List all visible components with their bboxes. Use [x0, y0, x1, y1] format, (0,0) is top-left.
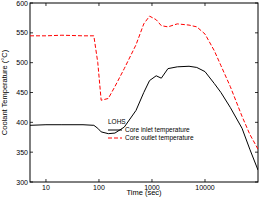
x-tick — [204, 179, 205, 182]
series-line — [30, 16, 258, 149]
y-tick-label: 550 — [16, 29, 28, 36]
y-tick — [255, 182, 258, 183]
y-tick-label: 400 — [16, 119, 28, 126]
chart: 30035040045050055060010100100010000Time … — [0, 0, 265, 197]
y-tick — [30, 62, 33, 63]
series-line — [30, 66, 258, 170]
y-tick — [255, 32, 258, 33]
plot-frame — [30, 3, 258, 182]
y-tick — [255, 62, 258, 63]
y-tick — [255, 152, 258, 153]
x-tick — [98, 3, 99, 6]
y-tick — [30, 3, 33, 4]
legend-label: Core inlet temperature — [125, 126, 190, 134]
y-tick-label: 500 — [16, 59, 28, 66]
x-tick — [151, 3, 152, 6]
x-tick-label: 10 — [42, 184, 50, 191]
y-tick — [255, 122, 258, 123]
legend-swatch — [108, 130, 122, 131]
x-axis-label: Time (sec) — [126, 188, 162, 197]
x-tick-label: 100 — [93, 184, 105, 191]
x-tick — [45, 3, 46, 6]
y-tick — [30, 122, 33, 123]
x-tick-label: 10000 — [195, 184, 215, 191]
x-tick — [98, 179, 99, 182]
y-tick-label: 350 — [16, 149, 28, 156]
y-tick — [30, 32, 33, 33]
y-tick — [30, 152, 33, 153]
y-tick — [255, 92, 258, 93]
y-tick — [30, 92, 33, 93]
plot-area — [30, 16, 258, 170]
x-tick — [151, 179, 152, 182]
x-tick — [45, 179, 46, 182]
y-tick — [30, 182, 33, 183]
y-tick-label: 300 — [16, 179, 28, 186]
x-tick — [204, 3, 205, 6]
legend-label: Core outlet temperature — [125, 134, 194, 142]
y-tick — [255, 3, 258, 4]
legend-swatch — [108, 138, 122, 139]
y-tick-label: 600 — [16, 0, 28, 7]
y-tick-label: 450 — [16, 89, 28, 96]
legend-title: LOHS — [108, 118, 126, 125]
y-axis-label: Coolant Temperature (°C) — [0, 49, 9, 135]
